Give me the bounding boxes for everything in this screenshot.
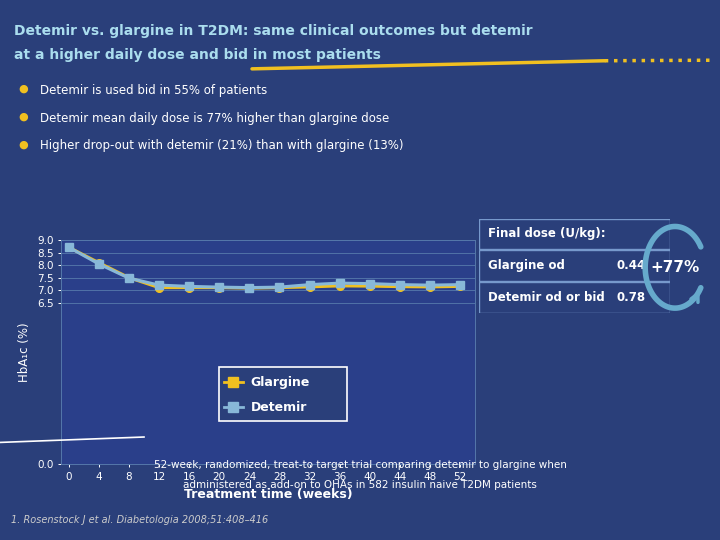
Text: 0.78: 0.78 — [616, 291, 645, 304]
Text: 0.44: 0.44 — [616, 259, 645, 272]
FancyBboxPatch shape — [479, 282, 670, 313]
Text: Glargine: Glargine — [251, 376, 310, 389]
Text: ●: ● — [18, 139, 28, 150]
Text: at a higher daily dose and bid in most patients: at a higher daily dose and bid in most p… — [14, 48, 382, 62]
Text: Detemir vs. glargine in T2DM: same clinical outcomes but detemir: Detemir vs. glargine in T2DM: same clini… — [14, 24, 533, 38]
Text: Glargine od: Glargine od — [488, 259, 565, 272]
Text: Final dose (U/kg):: Final dose (U/kg): — [488, 227, 606, 240]
Text: 1. Rosenstock J et al. Diabetologia 2008;51:408–416: 1. Rosenstock J et al. Diabetologia 2008… — [11, 515, 268, 525]
Text: 52-week, randomized, treat-to target trial comparing detemir to glargine when: 52-week, randomized, treat-to target tri… — [153, 460, 567, 470]
Text: ●: ● — [18, 84, 28, 94]
Text: Detemir od or bid: Detemir od or bid — [488, 291, 605, 304]
Text: administered as add-on to OHAs in 582 insulin naive T2DM patients: administered as add-on to OHAs in 582 in… — [183, 480, 537, 490]
Y-axis label: HbA₁c (%): HbA₁c (%) — [19, 322, 32, 382]
Text: Detemir mean daily dose is 77% higher than glargine dose: Detemir mean daily dose is 77% higher th… — [40, 112, 389, 125]
Text: +77%: +77% — [650, 260, 700, 275]
FancyBboxPatch shape — [479, 219, 670, 249]
FancyBboxPatch shape — [219, 367, 346, 421]
Text: ●: ● — [18, 112, 28, 122]
Text: Higher drop-out with detemir (21%) than with glargine (13%): Higher drop-out with detemir (21%) than … — [40, 139, 403, 152]
Text: Detemir is used bid in 55% of patients: Detemir is used bid in 55% of patients — [40, 84, 267, 97]
Text: Detemir: Detemir — [251, 401, 307, 414]
FancyBboxPatch shape — [479, 250, 670, 281]
X-axis label: Treatment time (weeks): Treatment time (weeks) — [184, 488, 353, 501]
